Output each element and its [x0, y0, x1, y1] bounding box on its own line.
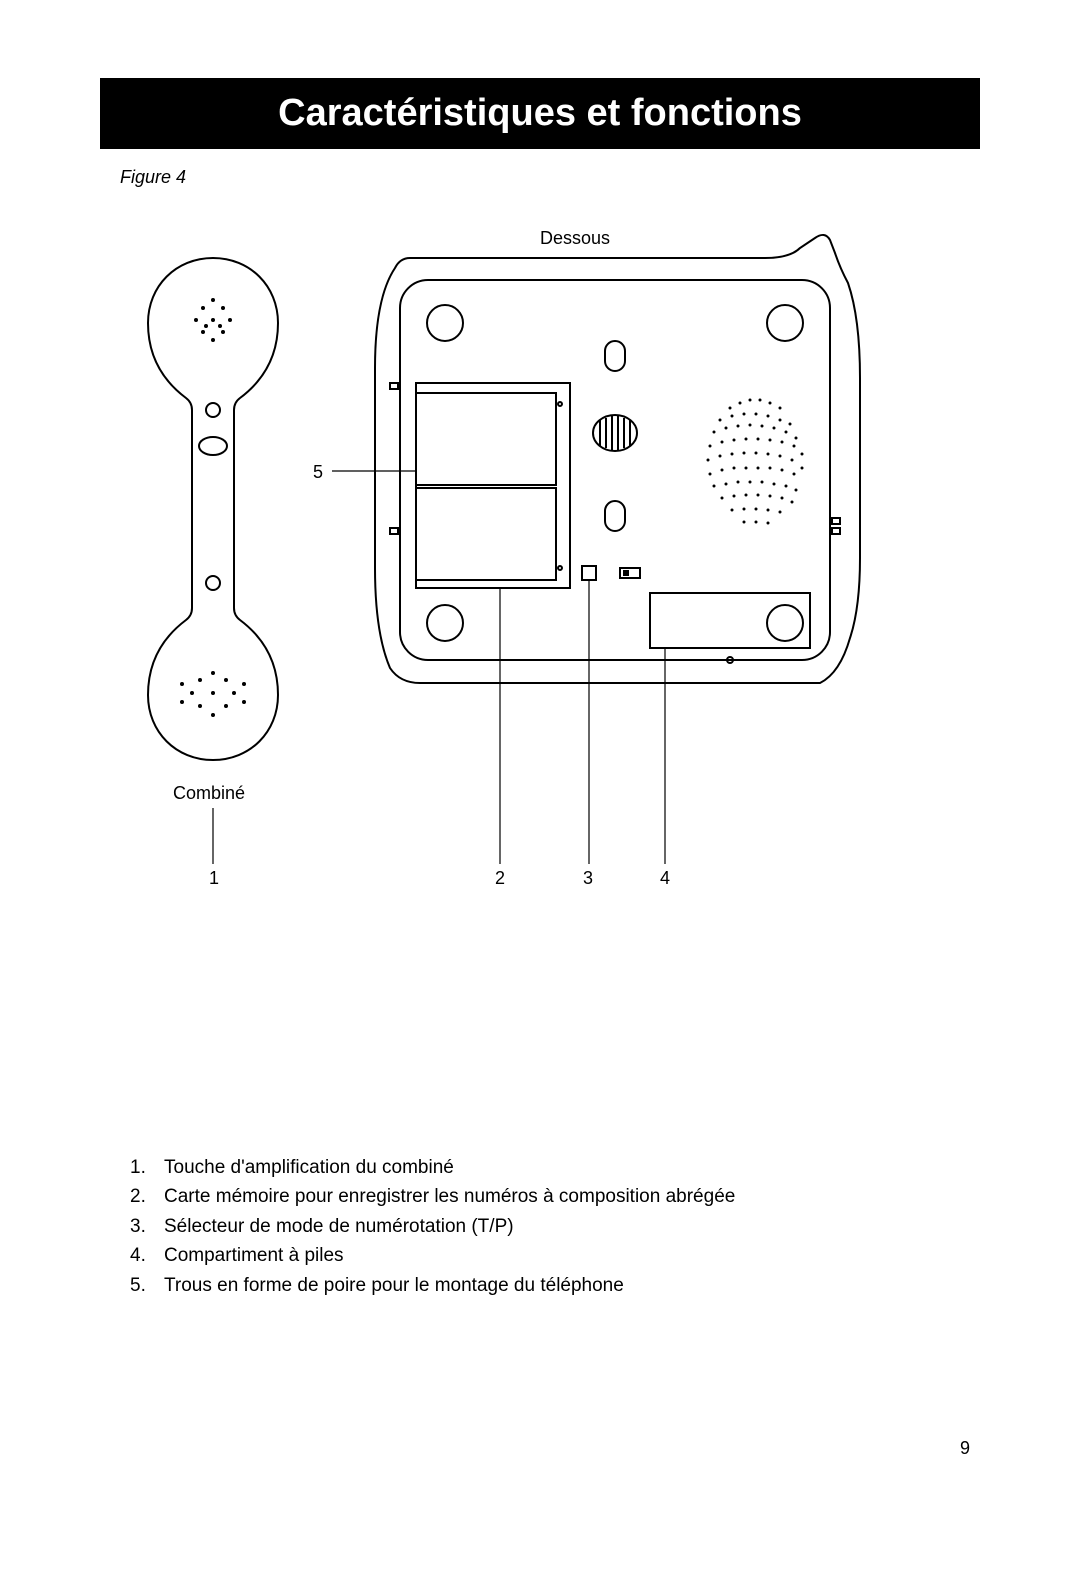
legend-num: 2.: [130, 1182, 164, 1211]
figure-label: Figure 4: [120, 167, 1080, 188]
page-title: Caractéristiques et fonctions: [100, 78, 980, 149]
legend-text: Sélecteur de mode de numérotation (T/P): [164, 1212, 514, 1241]
page-number: 9: [960, 1438, 970, 1459]
legend-num: 1.: [130, 1153, 164, 1182]
callout-3: 3: [583, 868, 593, 889]
label-combine: Combiné: [173, 783, 245, 804]
callout-1: 1: [209, 868, 219, 889]
diagram-svg: [100, 228, 980, 968]
legend-text: Trous en forme de poire pour le montage …: [164, 1271, 624, 1300]
callout-4: 4: [660, 868, 670, 889]
legend-item: 2. Carte mémoire pour enregistrer les nu…: [130, 1182, 735, 1211]
label-dessous: Dessous: [540, 228, 610, 249]
legend-item: 3. Sélecteur de mode de numérotation (T/…: [130, 1212, 735, 1241]
diagram: Dessous Combiné 5 1 2 3 4: [100, 228, 980, 968]
callout-5: 5: [313, 462, 323, 483]
callout-2: 2: [495, 868, 505, 889]
legend-item: 4. Compartiment à piles: [130, 1241, 735, 1270]
legend-item: 1. Touche d'amplification du combiné: [130, 1153, 735, 1182]
legend-num: 5.: [130, 1271, 164, 1300]
legend-text: Touche d'amplification du combiné: [164, 1153, 454, 1182]
legend-text: Carte mémoire pour enregistrer les numér…: [164, 1182, 735, 1211]
legend-num: 3.: [130, 1212, 164, 1241]
legend-item: 5. Trous en forme de poire pour le monta…: [130, 1271, 735, 1300]
legend-text: Compartiment à piles: [164, 1241, 344, 1270]
legend-num: 4.: [130, 1241, 164, 1270]
legend-list: 1. Touche d'amplification du combiné 2. …: [130, 1153, 735, 1300]
